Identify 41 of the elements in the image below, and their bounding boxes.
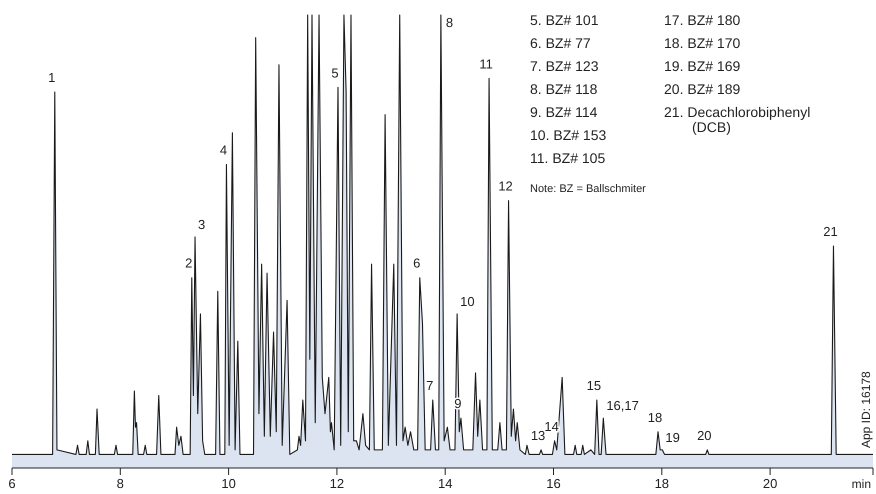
annotation: 5 [331, 65, 339, 80]
annotation: 3 [198, 216, 206, 232]
annotation: Note: BZ = Ballschmiter [530, 182, 646, 195]
x-tick-label: 10 [221, 476, 236, 491]
annotation: 15 [586, 378, 602, 394]
annotation: 20. BZ# 189 [664, 81, 740, 98]
annotation: 4 [220, 142, 228, 158]
x-tick-label: 12 [330, 476, 344, 491]
x-tick-label: 14 [438, 476, 452, 491]
annotation: 7. BZ# 123 [530, 58, 599, 74]
x-tick-label: 20 [762, 476, 778, 491]
annotation: 6 [413, 256, 420, 271]
annotation: 1 [48, 70, 56, 86]
annotation: App ID: 16178 [859, 370, 873, 448]
x-tick-label: 6 [8, 476, 16, 491]
annotation: 2 [185, 256, 192, 271]
annotation: 18 [648, 410, 662, 425]
annotation: 5. BZ# 101 [530, 12, 599, 28]
annotation: 17. BZ# 180 [664, 12, 740, 28]
x-tick-label: 18 [654, 476, 670, 491]
annotation: 9. BZ# 114 [530, 104, 598, 120]
annotation: 13 [530, 428, 546, 443]
annotation: 18. BZ# 170 [664, 35, 740, 52]
annotation: 19. BZ# 169 [664, 58, 740, 74]
annotation: 11 [479, 56, 493, 72]
annotation: 21. Decachlorobiphenyl (DCB) [664, 104, 810, 135]
annotation: 7 [426, 378, 434, 394]
annotation: 10. BZ# 153 [530, 127, 606, 144]
annotation: 12 [498, 178, 513, 194]
x-axis-title: min [852, 477, 871, 491]
annotation: 8 [446, 15, 454, 30]
annotation: 11. BZ# 105 [530, 150, 606, 166]
x-tick-label: 8 [116, 476, 124, 491]
x-tick-label: 16 [546, 476, 561, 491]
annotation: 10 [460, 294, 475, 309]
annotation: 20 [697, 428, 712, 443]
annotation: 8. BZ# 118 [530, 81, 598, 98]
annotation: 6. BZ# 77 [530, 35, 591, 52]
annotation: 21 [823, 224, 838, 240]
annotation: 19 [665, 430, 680, 445]
annotation: 16,17 [606, 398, 639, 414]
